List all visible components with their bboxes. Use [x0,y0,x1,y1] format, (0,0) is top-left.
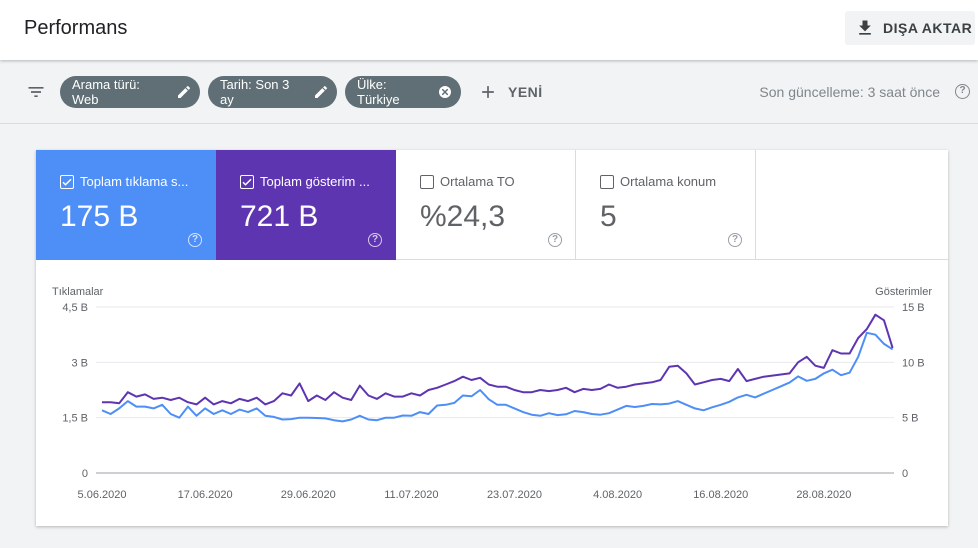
metric-value: %24,3 [420,200,506,233]
metric-total-clicks[interactable]: Toplam tıklama s... 175 B ? [36,150,216,260]
plus-icon [482,86,494,98]
performance-card: Toplam tıklama s... 175 B ? Toplam göste… [36,150,948,526]
chart-grid [96,306,894,474]
left-tick-label: 1,5 B [62,413,88,425]
x-tick-label: 5.06.2020 [78,489,127,501]
right-tick-label: 5 B [902,413,919,425]
right-tick-label: 15 B [902,302,925,314]
filter-chip-date[interactable]: Tarih: Son 3 ay [208,76,337,108]
performance-line-chart: Tıklamalar Gösterimler 0 1,5 B 3 B 4,5 B 0 5 … [52,286,932,501]
checkbox-checked-icon[interactable] [240,175,254,189]
metric-label: Ortalama konum [620,174,717,189]
top-app-bar: Performans DIŞA AKTAR [0,0,978,60]
x-tick-label: 29.06.2020 [281,489,336,501]
metric-average-ctr[interactable]: Ortalama TO %24,3 ? [396,150,576,260]
pencil-icon[interactable] [176,84,192,100]
x-tick-label: 17.06.2020 [178,489,233,501]
right-axis-title: Gösterimler [875,286,932,298]
clicks-series-line [101,331,894,423]
x-tick-label: 28.08.2020 [796,489,851,501]
close-circle-icon[interactable] [437,84,453,100]
add-filter-label: YENİ [508,84,543,100]
left-tick-label: 0 [82,468,88,480]
right-tick-label: 10 B [902,357,925,369]
filter-chip-search-type[interactable]: Arama türü: Web [60,76,200,108]
left-tick-label: 3 B [71,357,88,369]
metric-value: 721 B [240,200,319,233]
checkbox-checked-icon[interactable] [60,175,74,189]
help-icon[interactable]: ? [368,233,382,247]
metric-value: 5 [600,200,617,233]
left-axis-title: Tıklamalar [52,286,104,298]
metric-total-impressions[interactable]: Toplam gösterim ... 721 B ? [216,150,396,260]
filter-chip-country[interactable]: Ülke: Türkiye [345,76,461,108]
x-tick-label: 16.08.2020 [693,489,748,501]
left-tick-label: 4,5 B [62,302,88,314]
divider [756,259,948,260]
help-icon[interactable]: ? [188,233,202,247]
chart-ticks: 0 1,5 B 3 B 4,5 B 0 5 B 10 B 15 B 5.06.2020 17.06… [62,302,924,501]
help-icon[interactable]: ? [955,84,970,99]
metric-label: Ortalama TO [440,174,515,189]
checkbox-unchecked-icon[interactable] [600,175,614,189]
metric-average-position[interactable]: Ortalama konum 5 ? [576,150,756,260]
metric-value: 175 B [60,200,139,233]
last-update-text: Son güncelleme: 3 saat önce [759,84,940,100]
impressions-series-line [102,313,894,406]
filter-icon[interactable] [25,82,47,102]
add-filter-button[interactable]: YENİ [478,78,543,106]
filter-chip-label: Tarih: Son 3 ay [220,77,290,107]
export-button[interactable]: DIŞA AKTAR [845,11,975,45]
help-icon[interactable]: ? [728,233,742,247]
x-tick-label: 11.07.2020 [384,489,438,501]
right-tick-label: 0 [902,468,908,480]
metric-label: Toplam gösterim ... [260,174,370,189]
checkbox-unchecked-icon[interactable] [420,175,434,189]
pencil-icon[interactable] [313,84,329,100]
download-icon [859,20,871,35]
metric-label: Toplam tıklama s... [80,174,189,189]
filter-chip-label: Ülke: Türkiye [357,77,400,107]
filter-chip-label: Arama türü: Web [72,77,140,107]
export-button-label: DIŞA AKTAR [883,20,973,36]
filter-bar: Arama türü: Web Tarih: Son 3 ay Ülke: Tü… [0,60,978,124]
help-icon[interactable]: ? [548,233,562,247]
page-title: Performans [24,17,128,39]
x-tick-label: 23.07.2020 [487,489,542,501]
chart-series [101,313,894,423]
x-tick-label: 4.08.2020 [593,489,642,501]
